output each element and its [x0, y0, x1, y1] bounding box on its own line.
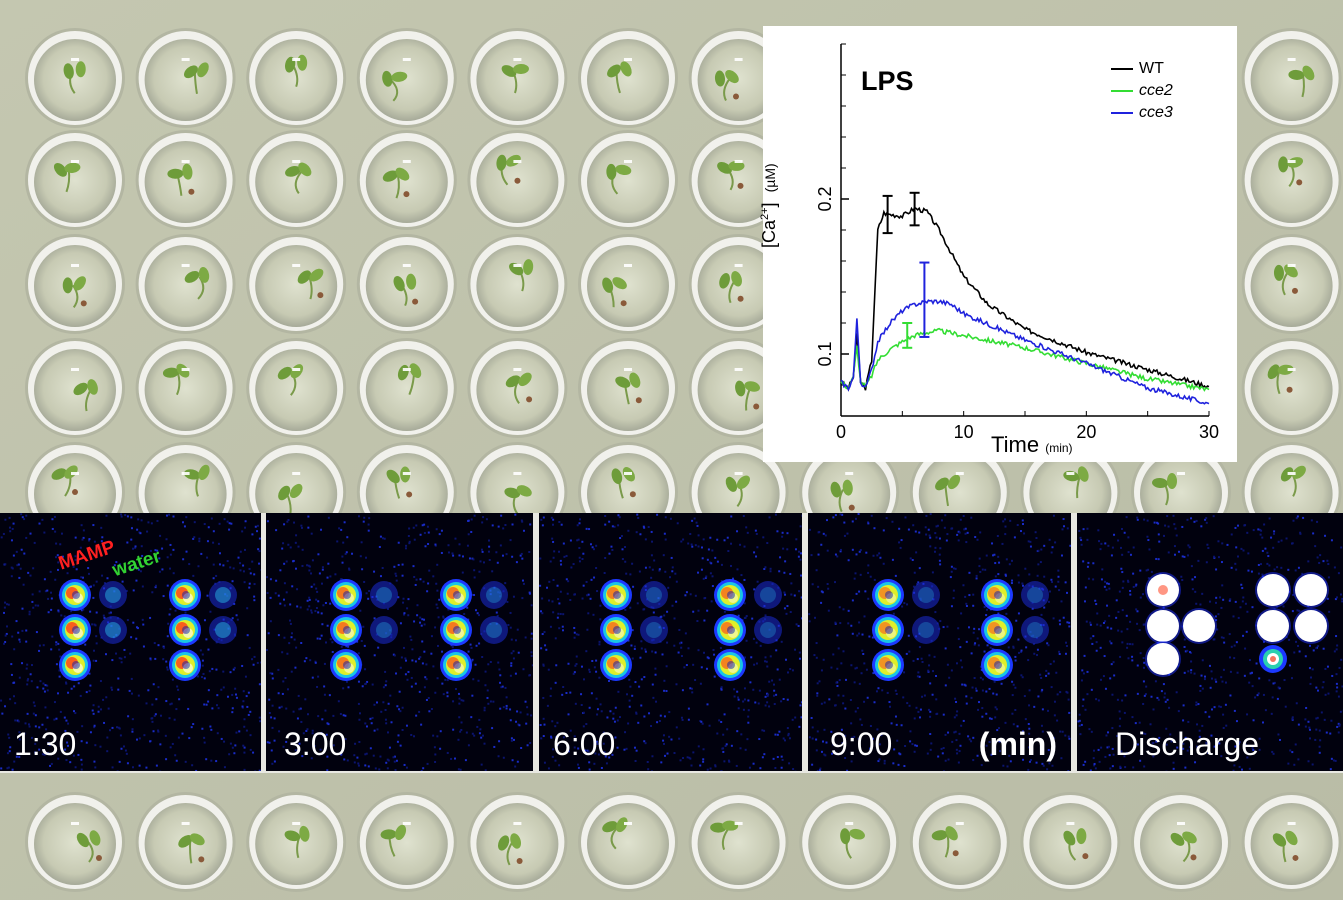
- plate-well: [25, 792, 125, 892]
- unit-label: (min): [978, 726, 1057, 762]
- legend-item: cce3: [1111, 104, 1173, 122]
- plate-well: [246, 338, 347, 438]
- plate-well: [688, 792, 789, 892]
- luminescence-image: [0, 513, 261, 771]
- plate-well: [25, 234, 125, 334]
- legend-swatch: [1111, 89, 1133, 92]
- plate-well: [246, 130, 347, 230]
- plate-well: [246, 792, 347, 892]
- plate-well: [578, 338, 678, 438]
- legend-item: WT: [1111, 60, 1164, 78]
- luminescence-image: [808, 513, 1071, 771]
- plate-well: [467, 792, 568, 892]
- legend-label: cce3: [1139, 104, 1173, 121]
- error-bar: [882, 194, 893, 235]
- plate-well: [1241, 792, 1342, 892]
- imaging-panel-2: 3:00: [266, 513, 533, 771]
- legend-label: WT: [1139, 60, 1164, 77]
- plate-well: [356, 234, 457, 334]
- legend-label: cce2: [1139, 82, 1173, 99]
- x-tick-label: 20: [1076, 422, 1096, 442]
- plate-well: [909, 792, 1010, 892]
- plate-well: [578, 28, 678, 128]
- series-line-cce3: [840, 299, 1210, 405]
- time-label: 3:00: [284, 726, 347, 762]
- error-bar: [909, 191, 920, 227]
- time-label: 9:00: [830, 726, 893, 762]
- luminescence-image: [266, 513, 533, 771]
- error-bar: [919, 261, 930, 338]
- plate-well: [25, 28, 125, 128]
- imaging-panel-4: 9:00 (min): [808, 513, 1071, 771]
- plate-well: [1131, 792, 1231, 892]
- plate-well: [1241, 28, 1342, 128]
- plate-well: [25, 130, 125, 230]
- plate-well: [467, 338, 568, 438]
- plate-well: [1241, 234, 1342, 334]
- plate-well: [246, 28, 347, 128]
- plate-well: [356, 338, 457, 438]
- calcium-chart: 0 10 20 30 0.1 0.2 LPS Time (min) [Ca2+] (µM)…: [759, 26, 1237, 462]
- plate-well: [578, 234, 678, 334]
- legend-swatch: [1111, 67, 1133, 70]
- luminescence-image: [1077, 514, 1343, 771]
- plate-well: [467, 234, 568, 334]
- error-bar: [902, 322, 913, 349]
- plate-well: [135, 130, 236, 230]
- luminescence-image: [539, 513, 802, 771]
- plate-well: [135, 234, 236, 334]
- plate-well: [467, 130, 568, 230]
- plate-well: [246, 234, 347, 334]
- time-label: 6:00: [553, 726, 616, 762]
- series-line-cce2: [840, 327, 1210, 392]
- plate-well: [578, 130, 678, 230]
- imaging-panel-5: Discharge: [1077, 513, 1343, 771]
- plate-well: [1241, 130, 1342, 230]
- legend-swatch: [1111, 111, 1133, 114]
- imaging-panel-3: 6:00: [539, 513, 802, 771]
- time-label: Discharge: [1115, 726, 1260, 762]
- series-line-WT: [840, 206, 1210, 392]
- plate-well: [799, 792, 900, 892]
- time-label: 1:30: [14, 726, 77, 762]
- plate-well: [135, 792, 236, 892]
- x-tick-label: 30: [1199, 422, 1219, 442]
- y-axis-label: [Ca2+] (µM): [759, 163, 779, 248]
- plate-well: [578, 792, 678, 892]
- plate-well: [356, 130, 457, 230]
- y-tick-label: 0.2: [815, 186, 835, 211]
- x-axis-label: Time (min): [991, 432, 1073, 457]
- imaging-panel-1: MAMP water 1:30: [0, 513, 261, 771]
- plate-well: [25, 338, 125, 438]
- plate-well: [467, 28, 568, 128]
- calcium-imaging-strip: MAMP water 1:30 3:00 6:00 9:00 (min) Dis…: [0, 513, 1343, 773]
- plate-well: [135, 338, 236, 438]
- y-tick-label: 0.1: [815, 341, 835, 366]
- legend-item: cce2: [1111, 82, 1173, 100]
- x-tick-label: 10: [954, 422, 974, 442]
- plate-well: [356, 28, 457, 128]
- plate-well: [1020, 792, 1121, 892]
- plate-well: [1241, 338, 1342, 438]
- chart-plot: 0 10 20 30 0.1 0.2: [815, 43, 1219, 442]
- plate-well: [135, 28, 236, 128]
- chart-title: LPS: [861, 66, 914, 96]
- plate-well: [356, 792, 457, 892]
- x-tick-label: 0: [836, 422, 846, 442]
